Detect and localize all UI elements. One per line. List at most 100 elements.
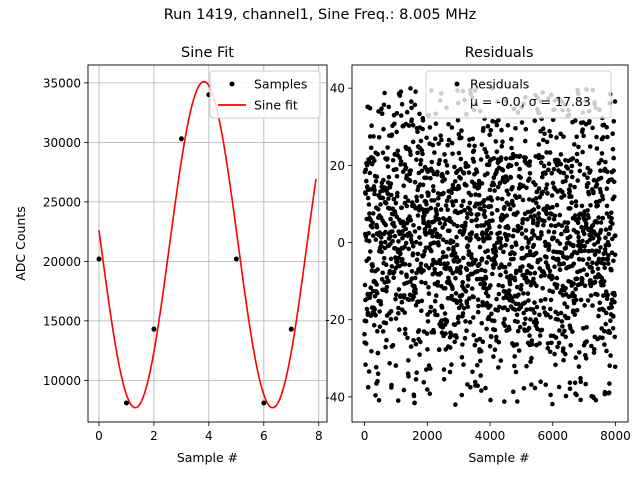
residual-point [592,242,597,247]
residual-point [364,306,370,312]
residual-point [578,211,583,217]
residual-point [498,155,504,160]
residual-point [581,133,586,139]
residual-point [457,228,463,234]
residual-point [465,243,471,248]
residual-point [512,251,517,256]
residual-point [595,203,601,208]
residual-point [479,388,484,393]
residual-point [395,190,400,196]
residual-point [502,323,508,329]
residual-point [475,269,480,274]
residual-point [491,182,497,188]
residual-point [381,126,386,132]
residual-point [413,290,419,296]
residual-point [402,293,407,298]
residual-point [612,194,617,200]
residual-point [405,335,410,341]
residual-point [459,355,465,360]
residual-point [578,297,584,303]
residual-point [598,175,604,181]
residual-point [543,297,548,302]
sine-fit-grid [88,65,327,422]
residual-point [457,258,462,263]
residual-point [369,123,374,128]
residual-point [514,161,519,167]
residual-point [544,150,549,155]
residual-point [574,297,579,303]
residual-point [611,155,616,161]
residual-point [550,204,555,210]
residual-point [497,240,503,245]
residual-point [506,233,512,238]
residual-point [455,223,460,229]
residual-point [515,399,520,404]
residual-point [563,245,569,251]
residual-point [390,229,395,234]
residual-point [516,292,521,298]
residual-point [585,298,591,303]
residual-point [413,239,419,245]
residual-point [594,146,600,151]
residual-point [392,233,398,239]
residual-point [424,331,430,336]
residual-point [385,145,390,150]
residual-point [428,205,434,211]
residual-point [366,238,372,244]
residual-point [376,109,381,114]
residual-point [471,294,476,300]
residual-point [406,358,411,363]
residual-point [401,233,407,239]
residual-point [520,197,526,203]
residual-point [469,218,475,224]
residual-point [511,256,516,262]
residual-point [476,303,481,309]
residual-point [454,335,459,340]
residual-point [390,342,396,348]
residual-point [454,242,460,248]
residual-point [590,125,595,131]
residual-point [488,230,494,236]
residual-point [534,304,540,310]
residual-point [528,271,533,276]
residual-point [549,340,554,346]
legend-sine-fit-label: Sine fit [254,98,298,113]
residual-point [476,192,482,198]
residual-point [547,128,552,134]
residual-point [366,231,372,236]
residual-point [606,390,612,396]
residual-point [467,207,473,212]
residual-point [544,139,550,145]
residual-point [578,375,583,381]
residual-point [524,363,529,369]
residual-point [514,312,520,318]
residual-point [584,221,589,226]
residual-point [574,134,579,140]
residual-point [600,256,606,262]
residuals-xlabel: Sample # [468,450,529,465]
residual-point [527,333,532,338]
residual-point [432,240,437,245]
residual-point [419,279,424,285]
residual-point [529,236,534,241]
residual-point [529,338,535,343]
residual-point [424,135,429,141]
residual-point [456,320,461,325]
residual-point [396,255,402,261]
residual-point [395,398,401,403]
sample-point [288,326,294,332]
residual-point [492,318,497,324]
residual-point [565,315,571,321]
residual-point [458,166,463,172]
residual-point [452,322,458,328]
residual-point [403,165,409,170]
residual-point [577,268,583,274]
residual-point [459,135,464,141]
residual-point [603,159,608,165]
residual-point [568,206,573,211]
residual-point [414,370,420,376]
residual-point [482,268,488,274]
residual-point [426,191,431,196]
residual-point [463,220,468,226]
residual-point [534,320,540,325]
